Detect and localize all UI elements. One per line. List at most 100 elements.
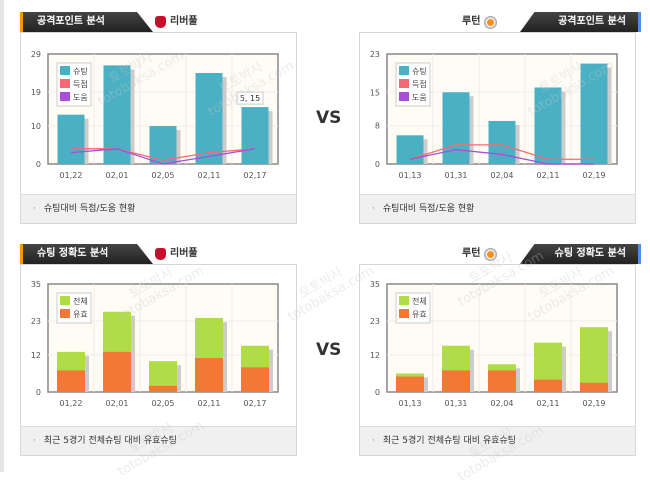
team-name: 리버풀 bbox=[170, 16, 198, 27]
x-tick-label: 02,11 bbox=[537, 399, 560, 408]
team-name: 루턴 bbox=[462, 16, 481, 27]
x-tick-label: 02,11 bbox=[537, 171, 560, 180]
line-assists bbox=[70, 148, 256, 165]
legend-label: 득점 bbox=[73, 79, 88, 89]
legend-label: 전체 bbox=[73, 296, 88, 306]
x-tick-label: 02,11 bbox=[198, 171, 221, 180]
legend-swatch bbox=[60, 92, 70, 101]
y-tick-label: 29 bbox=[31, 50, 41, 59]
bar-shots bbox=[488, 120, 516, 164]
x-tick-label: 01,31 bbox=[445, 399, 468, 408]
bar-shots bbox=[580, 63, 608, 164]
team-name: 리버풀 bbox=[170, 248, 198, 259]
panel-header: 공격포인트 분석 bbox=[20, 12, 153, 32]
x-tick-label: 01,13 bbox=[399, 399, 422, 408]
legend-swatch bbox=[399, 66, 409, 75]
vs-label: VS bbox=[316, 340, 342, 360]
y-tick-label: 0 bbox=[36, 160, 41, 169]
bar-valid bbox=[396, 376, 424, 392]
bar-valid bbox=[580, 382, 608, 392]
bar-total bbox=[580, 327, 608, 392]
x-tick-label: 02,19 bbox=[583, 399, 606, 408]
y-tick-label: 23 bbox=[370, 317, 380, 326]
bar-valid bbox=[534, 379, 562, 392]
team-label: 루턴 bbox=[462, 244, 498, 264]
y-tick-label: 10 bbox=[31, 122, 41, 131]
chart-footer: 슈팅대비 득점/도움 현황 bbox=[21, 194, 296, 223]
panel-header: 슈팅 정확도 분석 bbox=[20, 244, 153, 264]
bar-shots bbox=[534, 87, 562, 164]
accuracy-chart-box-liverpool: 최근 5경기 전체슈팅 대비 유효슈팅 0 12 23 35 01,22 02,01 02,0… bbox=[20, 264, 297, 456]
tooltip-text: 5, 15 bbox=[240, 94, 260, 103]
chart-footer: 최근 5경기 전체슈팅 대비 유효슈팅 bbox=[21, 426, 296, 455]
y-tick-label: 0 bbox=[375, 160, 380, 169]
attack-chart-box-liverpool: 슈팅대비 득점/도움 현황 0 10 19 29 01,22 02,01 02,05 02,11… bbox=[20, 32, 297, 224]
line-assists bbox=[409, 148, 594, 165]
line-goals bbox=[409, 144, 594, 160]
y-tick-label: 35 bbox=[370, 280, 380, 289]
y-tick-label: 23 bbox=[31, 317, 41, 326]
bar-shots bbox=[442, 92, 470, 164]
x-tick-label: 01,13 bbox=[399, 171, 422, 180]
bar-shots bbox=[103, 65, 131, 164]
y-tick-label: 0 bbox=[36, 388, 41, 397]
y-tick-label: 23 bbox=[370, 50, 380, 59]
chart: 0 10 19 29 01,22 02,01 02,05 02,11 02,17 5, 15 슈팅득… bbox=[31, 50, 279, 180]
legend-label: 도움 bbox=[412, 93, 427, 102]
x-tick-label: 01,22 bbox=[60, 399, 83, 408]
liverpool-crest-icon bbox=[155, 16, 166, 28]
legend-label: 슈팅 bbox=[73, 66, 88, 76]
accuracy-chart-box-luton: 최근 5경기 전체슈팅 대비 유효슈팅 0 12 23 35 01,13 01,31 02,0… bbox=[359, 264, 636, 456]
x-tick-label: 02,11 bbox=[198, 399, 221, 408]
liverpool-crest-icon bbox=[155, 248, 166, 260]
x-tick-label: 02,05 bbox=[152, 399, 175, 408]
y-tick-label: 0 bbox=[375, 388, 380, 397]
legend-swatch bbox=[60, 296, 70, 305]
legend-swatch bbox=[399, 296, 409, 305]
bar-valid bbox=[103, 351, 131, 392]
luton-crest-icon bbox=[484, 15, 498, 29]
x-tick-label: 02,04 bbox=[491, 171, 514, 180]
bar-valid bbox=[57, 370, 85, 392]
y-tick-label: 8 bbox=[375, 122, 380, 131]
bar-valid bbox=[149, 385, 177, 392]
x-tick-label: 02,04 bbox=[491, 399, 514, 408]
legend-swatch bbox=[60, 66, 70, 75]
y-tick-label: 19 bbox=[31, 88, 41, 97]
x-tick-label: 02,17 bbox=[244, 171, 267, 180]
y-tick-label: 15 bbox=[370, 88, 380, 97]
legend-label: 슈팅 bbox=[412, 66, 427, 76]
legend-swatch bbox=[399, 79, 409, 88]
y-tick-label: 12 bbox=[31, 351, 41, 360]
team-label: 루턴 bbox=[462, 12, 498, 32]
bar-shots bbox=[195, 72, 223, 164]
legend-swatch bbox=[60, 309, 70, 318]
x-tick-label: 02,05 bbox=[152, 171, 175, 180]
team-label: 리버풀 bbox=[155, 12, 198, 32]
x-tick-label: 01,31 bbox=[445, 171, 468, 180]
legend-label: 전체 bbox=[412, 296, 427, 306]
legend-label: 유효 bbox=[73, 310, 88, 319]
bar-shots bbox=[241, 107, 269, 164]
x-tick-label: 01,22 bbox=[60, 171, 83, 180]
x-tick-label: 02,17 bbox=[244, 399, 267, 408]
legend-label: 도움 bbox=[73, 93, 88, 102]
team-name: 루턴 bbox=[462, 248, 481, 259]
bar-valid bbox=[195, 358, 223, 392]
bar-valid bbox=[442, 370, 470, 392]
y-tick-label: 35 bbox=[31, 280, 41, 289]
line-goals bbox=[71, 148, 256, 161]
vs-label: VS bbox=[316, 108, 342, 128]
x-tick-label: 02,19 bbox=[583, 171, 606, 180]
luton-crest-icon bbox=[484, 247, 498, 261]
panel-header: 공격포인트 분석 bbox=[520, 12, 641, 32]
y-tick-label: 12 bbox=[370, 351, 380, 360]
page-frame bbox=[0, 0, 4, 472]
bar-shots bbox=[57, 114, 85, 164]
team-label: 리버풀 bbox=[155, 244, 198, 264]
legend-swatch bbox=[60, 79, 70, 88]
bar-valid bbox=[241, 367, 269, 392]
